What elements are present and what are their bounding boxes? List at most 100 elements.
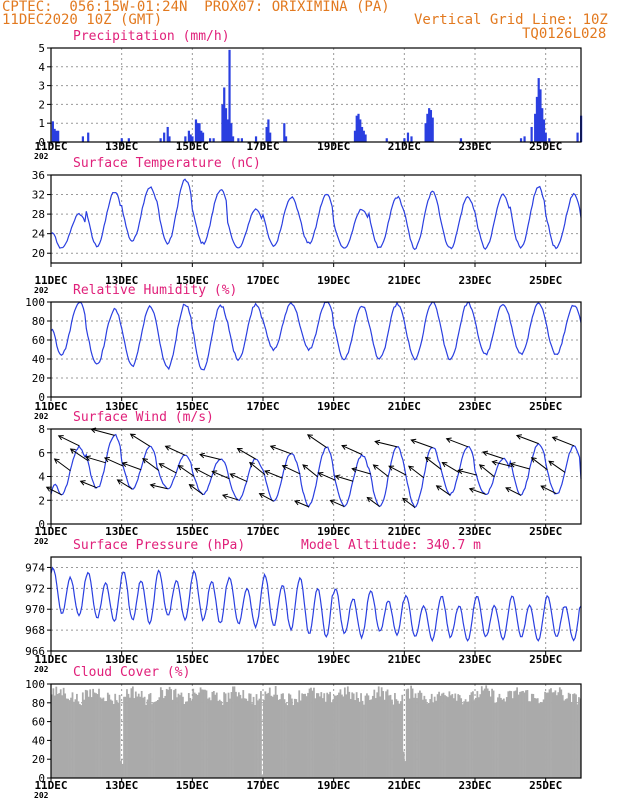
cloud-bar-58 xyxy=(136,696,139,778)
cloud-bar-101 xyxy=(199,687,202,778)
precip-bar-14 xyxy=(189,134,192,142)
cloud-bar-263 xyxy=(438,691,440,778)
precip-bar-58 xyxy=(534,113,537,142)
cloud-bar-317 xyxy=(517,694,520,778)
cloud-bar-325 xyxy=(529,701,532,778)
cloud-bar-57 xyxy=(134,691,137,778)
temp-ytick-label-1: 24 xyxy=(32,228,46,241)
cloud-bar-148 xyxy=(268,687,271,778)
cloud-bar-108 xyxy=(210,700,212,778)
wind-arrow-46 xyxy=(446,438,469,448)
precip-bar-6 xyxy=(120,138,123,142)
cloud-bar-306 xyxy=(501,699,504,778)
wind-arrowhead-29 xyxy=(302,464,309,470)
cloud-bar-157 xyxy=(282,693,284,778)
cloud-bar-50 xyxy=(124,696,127,778)
cloud-bar-16 xyxy=(74,699,77,778)
precip-xtick-label-1: 13DEC xyxy=(105,140,138,153)
precip-bar-26 xyxy=(226,119,229,142)
cloud-bar-300 xyxy=(492,690,495,778)
wind-arrow-28 xyxy=(294,500,310,508)
cloud-bar-326 xyxy=(530,693,533,778)
cloud-bar-287 xyxy=(473,700,476,778)
cloud-bar-138 xyxy=(254,705,256,778)
cloud-bar-283 xyxy=(467,701,470,778)
cloud-bar-267 xyxy=(444,695,446,778)
cloud-bar-345 xyxy=(558,687,561,778)
pres-title: Surface Pressure (hPa) xyxy=(73,538,245,553)
cloud-bar-132 xyxy=(245,698,248,778)
temp-frame xyxy=(50,174,582,264)
cloud-bar-227 xyxy=(385,691,387,778)
cloud-bar-105 xyxy=(205,690,208,778)
cloud-bar-218 xyxy=(371,695,374,778)
cloud-bar-42 xyxy=(112,704,115,778)
cloud-bar-244 xyxy=(410,685,412,778)
wind-arrow-8 xyxy=(117,479,133,490)
wind-arrow-43 xyxy=(425,457,442,470)
cloud-bar-159 xyxy=(285,703,287,778)
cloud-bar-237 xyxy=(399,701,402,778)
cloud-bar-21 xyxy=(81,692,84,778)
cloud-bar-71 xyxy=(155,701,158,778)
cloud-bar-190 xyxy=(330,702,333,778)
precip-xtick-label-4: 19DEC xyxy=(317,140,350,153)
cloud-bar-77 xyxy=(164,695,167,778)
cloud-bar-163 xyxy=(290,698,293,778)
cloud-bar-303 xyxy=(497,697,499,778)
cloud-bar-297 xyxy=(488,690,491,778)
cloud-bar-155 xyxy=(279,699,281,778)
wind-arrowhead-26 xyxy=(269,445,276,451)
cloud-bar-78 xyxy=(165,688,168,778)
precip-bar-61 xyxy=(539,89,542,142)
cloud-bar-169 xyxy=(299,700,302,778)
cloud-bar-136 xyxy=(251,703,253,778)
pres-ytick-label-2: 970 xyxy=(25,603,45,616)
cloud-bar-153 xyxy=(276,694,279,778)
cloud-bar-209 xyxy=(358,701,361,778)
temp-ytick-label-2: 28 xyxy=(32,208,45,221)
rh-xtick-label-6: 23DEC xyxy=(458,400,491,413)
precip-bar-17 xyxy=(196,123,199,142)
cloud-bar-116 xyxy=(221,704,224,778)
wind-xtick-label-7: 25DEC xyxy=(529,525,562,538)
precip-xtick-stub-label: 202 xyxy=(34,152,49,161)
precip-bar-23 xyxy=(221,104,224,142)
cloud-bar-15 xyxy=(73,701,75,778)
wind-arrowhead-57 xyxy=(548,460,555,466)
wind-arrowhead-37 xyxy=(372,464,379,470)
pres-xtick-label-0: 11DEC xyxy=(34,653,67,666)
cloud-bar-242 xyxy=(407,688,410,778)
cloud-bar-8 xyxy=(62,687,65,778)
cloud-bar-174 xyxy=(307,692,309,778)
precip-bar-25 xyxy=(224,108,228,142)
cloud-bar-120 xyxy=(227,692,230,778)
wind-arrow-3 xyxy=(70,448,89,462)
cloud-xtick-label-5: 21DEC xyxy=(388,779,421,792)
cloud-bar-221 xyxy=(376,692,379,778)
cloud-bar-196 xyxy=(339,689,342,778)
cloud-bar-39 xyxy=(108,694,111,778)
wind-xtick-label-2: 15DEC xyxy=(176,525,209,538)
precip-ytick-label-0: 0 xyxy=(38,136,45,149)
wind-arrowhead-49 xyxy=(478,464,485,470)
pres-xtick-label-2: 15DEC xyxy=(176,653,209,666)
cloud-bar-258 xyxy=(430,693,433,778)
wind-arrowhead-3 xyxy=(69,448,76,454)
cloud-bar-316 xyxy=(516,687,518,778)
cloud-bar-250 xyxy=(419,690,421,778)
wind-arrow-18 xyxy=(199,453,221,461)
wind-arrowhead-42 xyxy=(410,438,417,445)
precip-bar-33 xyxy=(265,126,268,142)
wind-arrow-23 xyxy=(249,462,266,476)
precip-bar-43 xyxy=(362,130,365,142)
wind-arrow-42 xyxy=(411,439,433,449)
precip-bar-22 xyxy=(212,138,215,142)
precip-bar-53 xyxy=(431,117,434,142)
wind-arrow-4 xyxy=(80,480,98,489)
cloud-bar-225 xyxy=(382,691,385,778)
cloud-bar-26 xyxy=(89,689,92,778)
cloud-bar-69 xyxy=(152,702,155,778)
cloud-bar-285 xyxy=(470,692,473,778)
wind-arrowhead-31 xyxy=(317,471,324,478)
